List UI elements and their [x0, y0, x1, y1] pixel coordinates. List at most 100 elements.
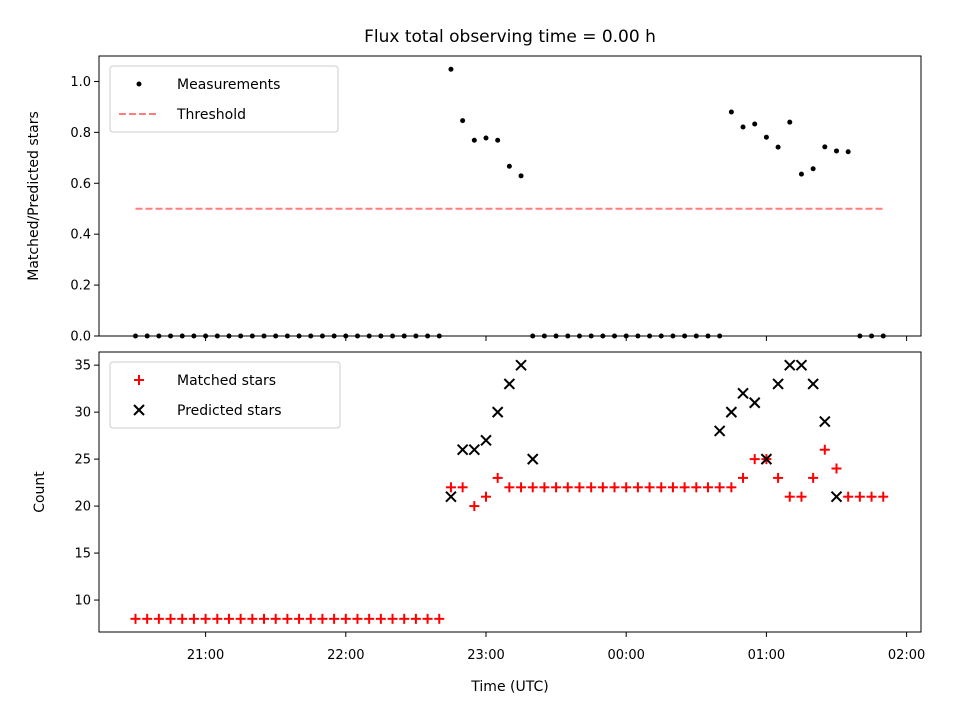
- matched-star-point: [340, 613, 351, 624]
- x-tick-label: 21:00: [187, 648, 224, 663]
- bottom-y-tick-label: 15: [74, 547, 91, 562]
- measurement-point: [670, 333, 676, 339]
- bottom-axes-frame: [98, 351, 922, 633]
- matched-star-point: [632, 482, 643, 493]
- matched-star-point: [223, 613, 234, 624]
- predicted-star-point: [760, 453, 773, 465]
- predicted-star-point: [795, 359, 808, 371]
- bottom-y-tick-label: 30: [74, 406, 91, 421]
- top-y-tick-label: 1.0: [70, 75, 91, 90]
- measurement-point: [390, 333, 396, 339]
- measurement-point: [612, 333, 618, 339]
- measurement-point: [284, 333, 290, 339]
- top-axes-frame: [98, 55, 922, 337]
- matched-star-point: [586, 482, 597, 493]
- legend-x-glyph: [133, 404, 145, 416]
- predicted-star-point: [772, 378, 784, 390]
- predicted-star-point: [503, 378, 516, 390]
- measurement-point: [728, 109, 734, 115]
- measurement-point: [413, 333, 419, 339]
- x-tick-label: 00:00: [607, 648, 644, 663]
- matched-star-point: [247, 613, 258, 624]
- matched-star-point: [352, 613, 363, 624]
- matched-star-point: [481, 491, 491, 502]
- measurement-point: [331, 333, 337, 339]
- matched-star-point: [492, 472, 503, 483]
- matched-star-point: [177, 613, 188, 624]
- measurement-point: [658, 333, 664, 339]
- legend-label-threshold: Threshold: [176, 107, 246, 123]
- matched-star-point: [153, 613, 164, 624]
- measurement-point: [623, 333, 629, 339]
- predicted-star-point: [445, 490, 457, 503]
- measurement-point: [191, 333, 197, 339]
- measurement-point: [576, 333, 582, 339]
- measurement-point: [822, 144, 828, 150]
- top-y-tick-label: 0.8: [70, 126, 91, 141]
- measurement-point: [343, 333, 349, 339]
- matched-star-point: [784, 491, 795, 502]
- matched-star-point: [445, 482, 456, 493]
- predicted-star-point: [713, 425, 726, 437]
- measurement-point: [319, 333, 325, 339]
- matched-star-point: [656, 482, 667, 493]
- measurement-point: [273, 333, 279, 339]
- predicted-star-point: [737, 387, 749, 400]
- matched-star-point: [200, 613, 211, 624]
- measurement-point: [693, 333, 699, 339]
- bottom-y-tick-label: 20: [74, 500, 91, 515]
- top-legend-box: [109, 65, 339, 133]
- matched-star-point: [282, 613, 293, 624]
- legend-label-measurements: Measurements: [177, 77, 280, 93]
- measurement-point: [834, 148, 839, 154]
- measurement-point: [553, 333, 559, 339]
- bottom-y-axis-label: Count: [32, 471, 48, 513]
- matched-star-point: [527, 482, 538, 493]
- predicted-star-point: [480, 434, 492, 447]
- matched-star-point: [294, 613, 305, 624]
- matched-star-point: [329, 613, 340, 624]
- predicted-star-point: [491, 406, 504, 418]
- measurement-point: [810, 166, 816, 172]
- top-y-tick-label: 0.4: [70, 228, 91, 243]
- matched-star-point: [212, 613, 223, 624]
- measurement-point: [541, 333, 547, 339]
- bottom-panel: 10 15 20 25 30 35 21:00 22:00 23:00 00:00 01:00 02…: [32, 351, 925, 695]
- predicted-star-point: [807, 378, 819, 390]
- measurement-point: [436, 333, 442, 339]
- measurement-point: [203, 333, 209, 339]
- matched-star-point: [235, 613, 246, 624]
- x-tick-label: 22:00: [327, 648, 364, 663]
- matched-star-point: [714, 482, 725, 493]
- measurement-point: [647, 333, 653, 339]
- measurement-point: [857, 333, 863, 339]
- measurement-point: [495, 137, 501, 143]
- matched-star-point: [457, 482, 468, 493]
- measurement-point: [144, 333, 150, 339]
- measurement-point: [296, 333, 302, 339]
- x-tick-label: 02:00: [888, 648, 925, 663]
- matched-star-point: [317, 613, 328, 624]
- measurement-point: [401, 333, 407, 339]
- measurement-point: [798, 171, 804, 177]
- measurement-point: [740, 124, 746, 130]
- measurement-point: [425, 333, 431, 339]
- matched-star-point: [691, 482, 702, 493]
- predicted-star-point: [819, 415, 831, 428]
- predicted-star-point: [725, 406, 738, 418]
- matched-star-point: [738, 472, 749, 483]
- measurement-point: [156, 333, 162, 339]
- predicted-star-point: [456, 444, 469, 456]
- matched-star-point: [749, 454, 760, 465]
- measurement-point: [378, 333, 384, 339]
- measurement-point: [845, 149, 851, 155]
- matched-star-point: [364, 613, 375, 624]
- top-y-tick-label: 0.6: [70, 177, 91, 192]
- matched-star-point: [843, 491, 854, 502]
- measurement-point: [226, 333, 232, 339]
- matched-star-point: [410, 613, 421, 624]
- matched-star-point: [609, 482, 620, 493]
- matched-star-point: [551, 482, 562, 493]
- matched-star-point: [142, 613, 153, 624]
